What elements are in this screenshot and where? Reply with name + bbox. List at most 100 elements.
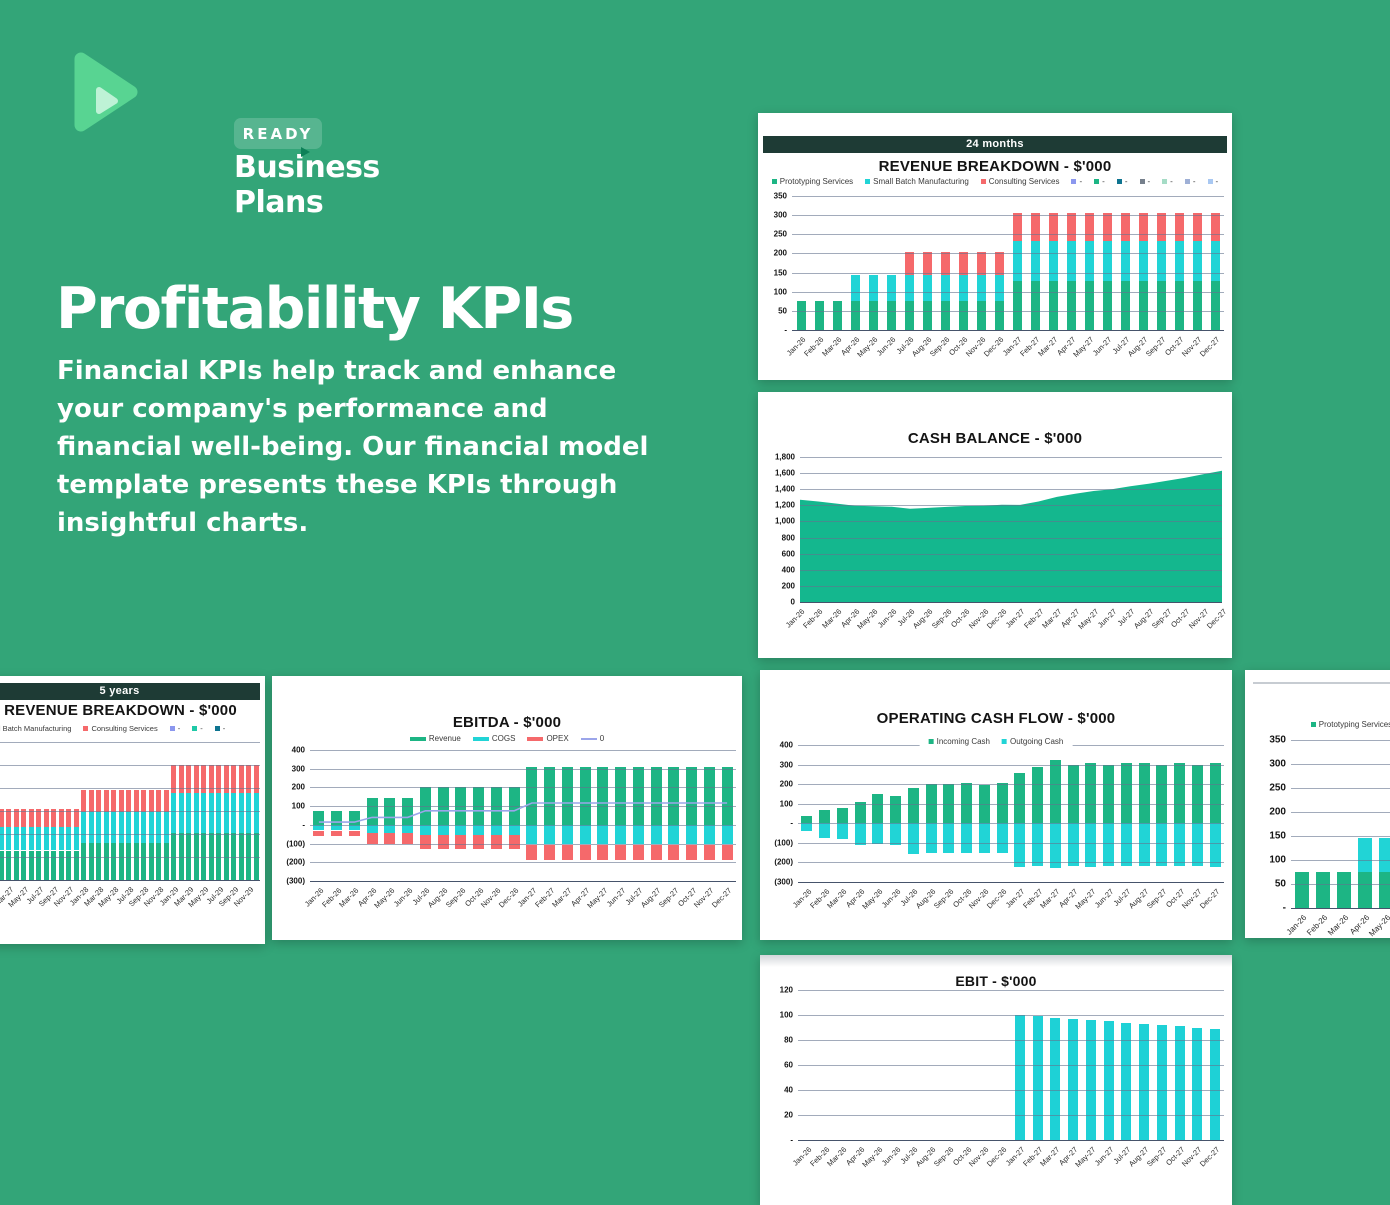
bar-segment xyxy=(0,827,4,851)
gridline xyxy=(800,538,1222,539)
bar-segment xyxy=(1015,1015,1025,1140)
bar-segment xyxy=(44,851,49,880)
bar-segment xyxy=(6,851,11,880)
gridline xyxy=(798,1065,1224,1066)
y-axis-label: - xyxy=(758,326,787,335)
bar-segment xyxy=(1103,241,1112,281)
legend-item: - xyxy=(215,724,226,733)
legend-item: Prototyping Services xyxy=(1311,720,1390,729)
y-axis-label: 80 xyxy=(760,1036,793,1045)
gridline xyxy=(800,570,1222,571)
legend-label: Prototyping Services xyxy=(780,177,853,186)
bar-segment xyxy=(855,823,866,845)
bar-segment xyxy=(869,301,878,330)
bar-segment xyxy=(1085,763,1096,824)
bar-segment xyxy=(1157,241,1166,281)
y-axis-label: 100 xyxy=(760,799,793,808)
bar-segment xyxy=(149,843,154,880)
bar-segment xyxy=(1121,241,1130,281)
card-revenue-breakdown-24m: 24 months REVENUE BREAKDOWN - $'000 Prot… xyxy=(758,113,1232,380)
bar-segment xyxy=(119,843,124,880)
gridline xyxy=(798,823,1224,824)
bar-segment xyxy=(89,843,94,880)
bar-segment xyxy=(156,790,161,812)
gridline xyxy=(0,880,260,881)
bar-segment xyxy=(1211,241,1220,281)
bar-segment xyxy=(1121,281,1130,330)
legend-swatch-icon xyxy=(473,737,489,741)
bar-segment xyxy=(1175,281,1184,330)
bar-segment xyxy=(1032,767,1043,824)
bar-segment xyxy=(96,843,101,880)
bar-segment xyxy=(837,808,848,823)
legend-label: 0 xyxy=(600,734,604,743)
bar-segment xyxy=(111,843,116,880)
legend-swatch-icon xyxy=(527,737,543,741)
legend-swatch-icon xyxy=(215,726,220,731)
description-line: Financial KPIs help track and enhance xyxy=(57,352,648,390)
bar-segment xyxy=(851,275,860,302)
legend-label: - xyxy=(1102,177,1105,186)
bar-segment xyxy=(104,843,109,880)
gridline xyxy=(0,811,260,812)
bar-segment xyxy=(1316,872,1330,908)
gridline xyxy=(798,804,1224,805)
bar-segment xyxy=(164,843,169,880)
legend-swatch-icon xyxy=(192,726,197,731)
brand-name: Business Plans xyxy=(234,150,432,220)
bar-segment xyxy=(1192,823,1203,866)
bar-segment xyxy=(1013,213,1022,242)
bar-segment xyxy=(1033,1016,1043,1140)
bar-segment xyxy=(1192,765,1203,824)
bar-segment xyxy=(1157,213,1166,242)
y-axis-label: 100 xyxy=(1245,855,1286,866)
bar-segment xyxy=(1175,1026,1185,1140)
bar-segment xyxy=(164,790,169,812)
gridline xyxy=(798,1040,1224,1041)
bar-segment xyxy=(872,794,883,823)
bar-segment xyxy=(1103,823,1114,866)
legend-item: - xyxy=(1140,177,1151,186)
bar-segment xyxy=(14,851,19,880)
y-axis-label: 60 xyxy=(760,1061,793,1070)
bar-segment xyxy=(134,843,139,880)
brand-accent-triangle-icon xyxy=(301,147,310,157)
gridline xyxy=(792,273,1224,274)
bar-segment xyxy=(119,790,124,812)
bar-segment xyxy=(995,275,1004,302)
legend-label: - xyxy=(1170,177,1173,186)
gridline xyxy=(798,765,1224,766)
bar-segment xyxy=(1139,1024,1149,1140)
bar-segment xyxy=(1121,763,1132,824)
legend-swatch-icon xyxy=(1140,179,1145,184)
bar-segment xyxy=(1121,823,1132,866)
legend-item: Small Batch Manufacturing xyxy=(0,724,71,733)
bar-segment xyxy=(923,275,932,302)
gridline xyxy=(798,1115,1224,1116)
gridline xyxy=(1291,740,1390,741)
page-canvas: { "brand": { "ready_label": "READY", "na… xyxy=(0,0,1390,1043)
legend-label: Prototyping Services xyxy=(1319,720,1390,729)
y-axis-label: 1,400 xyxy=(758,485,795,494)
bar-segment xyxy=(74,851,79,880)
bar-segment xyxy=(1103,281,1112,330)
y-axis-label: 0 xyxy=(758,598,795,607)
page-description: Financial KPIs help track and enhance yo… xyxy=(57,352,648,542)
bar-segment xyxy=(797,301,806,330)
bar-segment xyxy=(194,793,199,833)
bar-segment xyxy=(1156,823,1167,866)
gridline xyxy=(800,473,1222,474)
bar-segment xyxy=(1103,765,1114,824)
bar-segment xyxy=(923,252,932,275)
y-axis-label: (200) xyxy=(760,858,793,867)
bar-segment xyxy=(1014,823,1025,867)
gridline xyxy=(798,862,1224,863)
legend-item: - xyxy=(1162,177,1173,186)
bar-segment xyxy=(1139,823,1150,866)
revenue-breakdown-5y-chart: 600500400300200100-Jan-25Mar-25May-25Jul… xyxy=(0,676,265,944)
bar-segment xyxy=(977,252,986,275)
